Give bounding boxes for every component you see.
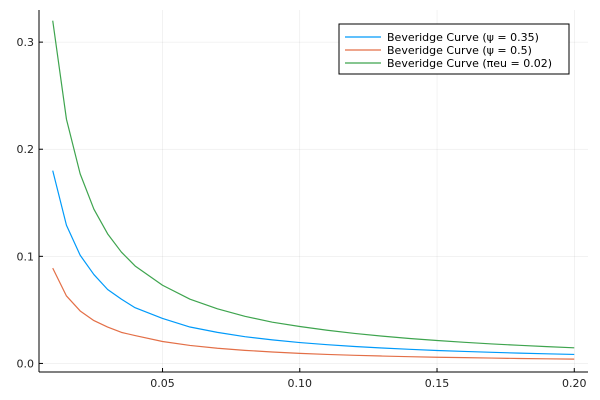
legend: Beveridge Curve (ψ = 0.35)Beveridge Curv… bbox=[338, 23, 570, 75]
y-tick-label: 0.3 bbox=[17, 36, 35, 49]
x-tick-label: 0.20 bbox=[562, 377, 587, 390]
x-tick-label: 0.10 bbox=[288, 377, 313, 390]
legend-box bbox=[338, 23, 570, 75]
series-line-2 bbox=[52, 267, 575, 360]
series-lines bbox=[52, 20, 575, 360]
y-tick-label: 0.2 bbox=[17, 143, 35, 156]
y-tick-label: 0.0 bbox=[17, 357, 35, 370]
legend-label: Beveridge Curve (ψ = 0.5) bbox=[387, 44, 532, 57]
tick-marks: 0.05 0.10 0.15 0.20 0.0 0.1 0.2 0.3 bbox=[17, 36, 587, 390]
legend-label: Beveridge Curve (πeu = 0.02) bbox=[387, 57, 552, 70]
axes bbox=[38, 10, 588, 373]
series-line-1 bbox=[52, 170, 575, 356]
legend-label: Beveridge Curve (ψ = 0.35) bbox=[387, 31, 539, 44]
x-tick-label: 0.05 bbox=[150, 377, 175, 390]
x-tick-label: 0.15 bbox=[425, 377, 450, 390]
y-tick-label: 0.1 bbox=[17, 250, 35, 263]
series-line-3 bbox=[52, 20, 575, 349]
